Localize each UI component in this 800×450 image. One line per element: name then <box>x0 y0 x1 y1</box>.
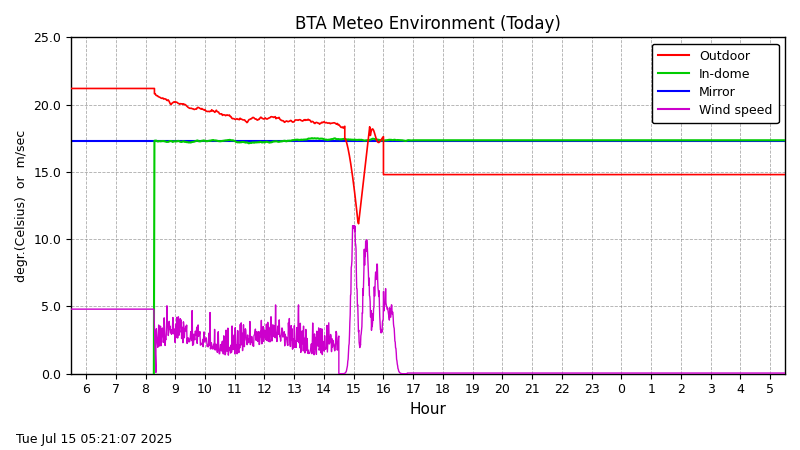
Outdoor <box>168 100 178 105</box>
Legend: Outdoor, In-dome, Mirror, Wind speed: Outdoor, In-dome, Mirror, Wind speed <box>652 44 778 123</box>
Wind speed <box>191 332 201 338</box>
In-dome <box>149 371 158 376</box>
Wind speed <box>383 310 393 316</box>
Wind speed <box>242 338 251 343</box>
In-dome <box>335 137 345 142</box>
Wind speed <box>348 223 358 229</box>
Wind speed <box>66 306 76 312</box>
Wind speed <box>223 325 233 331</box>
Title: BTA Meteo Environment (Today): BTA Meteo Environment (Today) <box>295 15 561 33</box>
Line: Wind speed: Wind speed <box>71 226 785 374</box>
Outdoor <box>226 114 235 119</box>
Wind speed <box>402 371 412 376</box>
Wind speed <box>149 306 158 312</box>
Text: Tue Jul 15 05:21:07 2025: Tue Jul 15 05:21:07 2025 <box>16 432 172 446</box>
In-dome <box>258 140 268 145</box>
Wind speed <box>780 370 790 376</box>
Line: In-dome: In-dome <box>154 138 785 374</box>
In-dome <box>406 138 415 143</box>
Outdoor <box>66 86 76 91</box>
X-axis label: Hour: Hour <box>410 402 446 417</box>
Line: Outdoor: Outdoor <box>71 89 785 224</box>
Outdoor <box>354 221 363 226</box>
In-dome <box>383 138 393 143</box>
In-dome <box>780 138 790 143</box>
Y-axis label: degr.(Celsius)  or  m/sec: degr.(Celsius) or m/sec <box>15 130 28 282</box>
Outdoor <box>254 117 264 122</box>
In-dome <box>434 138 444 143</box>
Outdoor <box>517 172 526 177</box>
In-dome <box>380 138 390 143</box>
Wind speed <box>398 371 408 376</box>
Outdoor <box>780 172 790 177</box>
In-dome <box>307 135 317 141</box>
Outdoor <box>230 117 239 122</box>
Outdoor <box>216 111 226 117</box>
